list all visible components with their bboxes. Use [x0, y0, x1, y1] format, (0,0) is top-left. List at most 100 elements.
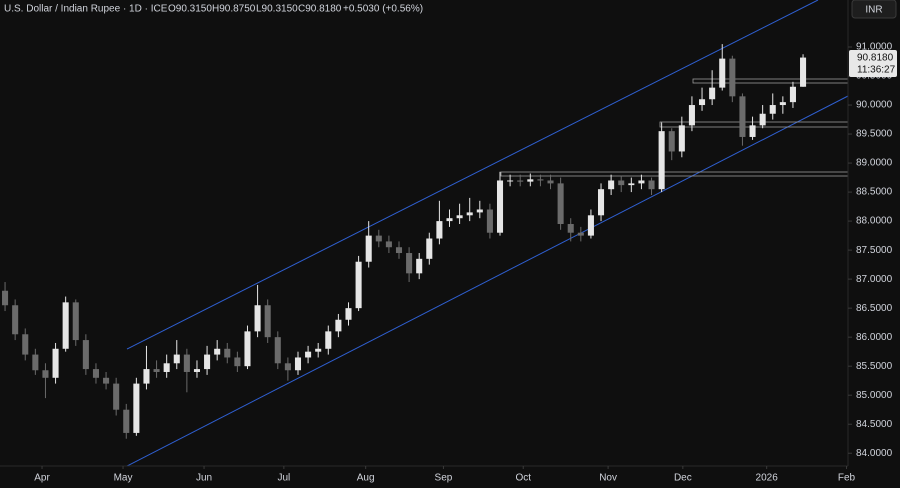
ohlc-high: H90.8750 — [212, 4, 256, 15]
candle-body — [699, 99, 706, 106]
candle-body — [678, 125, 685, 152]
y-tick-label: 87.5000 — [856, 245, 893, 256]
x-tick-label: 2026 — [756, 473, 779, 484]
price-tag — [849, 50, 897, 77]
countdown: 11:36:27 — [857, 65, 896, 76]
candle-body — [264, 305, 271, 338]
x-tick-label: Sep — [435, 473, 453, 484]
candle-body — [638, 180, 645, 184]
candle-body — [628, 183, 635, 186]
candle-body — [557, 183, 564, 225]
y-tick-label: 88.0000 — [856, 216, 893, 227]
candle-body — [294, 357, 302, 371]
channel-upper — [126, 0, 819, 350]
candle-body — [204, 354, 211, 370]
candle-body — [82, 340, 89, 370]
candle-body — [608, 180, 615, 190]
candle-body — [345, 308, 352, 320]
y-tick-label: 87.0000 — [856, 274, 893, 285]
y-tick-label: 84.5000 — [856, 419, 893, 430]
candle-body — [315, 348, 322, 352]
y-tick-label: 91.0000 — [856, 42, 893, 53]
candle-body — [668, 131, 675, 152]
candle-body — [688, 105, 695, 126]
candle-body — [739, 96, 746, 137]
x-tick-label: Dec — [674, 473, 692, 484]
ohlc-change: +0.5030 (+0.56%) — [343, 4, 423, 15]
candle-body — [800, 57, 807, 87]
candle-body — [759, 113, 766, 126]
candle-body — [52, 348, 59, 378]
candle-body — [385, 241, 392, 248]
x-tick-label: Apr — [34, 473, 50, 484]
candle-body — [2, 290, 9, 306]
candle-body — [163, 363, 170, 372]
candle-body — [193, 369, 201, 372]
candle-body — [769, 105, 776, 114]
currency-button[interactable] — [851, 0, 897, 19]
candle-body — [507, 180, 514, 182]
y-tick-label: 85.0000 — [856, 390, 893, 401]
candle-body — [547, 180, 554, 184]
y-tick-label: 84.0000 — [856, 448, 893, 459]
ohlc-open: O90.3150 — [168, 4, 212, 15]
y-tick-label: 89.5000 — [856, 129, 893, 140]
candle-body — [214, 348, 221, 355]
candle-body — [416, 258, 423, 274]
candle-body — [527, 179, 534, 182]
last-price: 90.8180 — [857, 53, 894, 64]
candle-body — [72, 302, 79, 341]
y-tick-label: 90.0000 — [856, 100, 893, 111]
candle-body — [648, 180, 655, 190]
candle-body — [365, 235, 372, 262]
symbol-title: U.S. Dollar / Indian Rupee · 1D · ICE — [4, 4, 168, 15]
candle-body — [567, 224, 574, 233]
candle-body — [113, 383, 120, 410]
y-tick-label: 85.5000 — [856, 361, 893, 372]
candle-body — [587, 215, 594, 236]
candle-body — [335, 319, 342, 332]
candle-body — [183, 354, 190, 372]
x-tick-label: Jun — [196, 473, 212, 484]
candle-body — [486, 209, 493, 233]
candle-body — [476, 209, 483, 213]
candle-body — [274, 337, 281, 364]
candle-body — [42, 370, 49, 378]
ohlc-low: L90.3150 — [256, 4, 298, 15]
candle-body — [244, 331, 251, 367]
candle-body — [305, 351, 312, 358]
candle-body — [395, 247, 403, 254]
candle-body — [355, 261, 362, 309]
candle-body — [446, 218, 453, 222]
candle-body — [103, 377, 110, 384]
candle-body — [153, 369, 160, 372]
candle-body — [779, 102, 786, 106]
candle-body — [143, 369, 150, 384]
candle-body — [537, 179, 544, 181]
candle-body — [234, 357, 241, 367]
ohlc-close: C90.8180 — [298, 4, 342, 15]
candle-body — [173, 354, 180, 364]
candle-body — [123, 409, 130, 433]
x-tick-label: Oct — [515, 473, 531, 484]
candle-body — [729, 58, 736, 97]
y-tick-label: 86.0000 — [856, 332, 893, 343]
candle-body — [466, 212, 473, 216]
candle-body — [749, 125, 756, 137]
candle-body — [517, 180, 524, 182]
x-tick-label: Aug — [357, 473, 375, 484]
x-tick-label: Feb — [838, 473, 856, 484]
currency[interactable]: INR — [865, 5, 882, 16]
candle-body — [22, 334, 29, 355]
candle-body — [436, 221, 443, 239]
plot — [2, 0, 849, 467]
y-tick-label: 86.5000 — [856, 303, 893, 314]
x-tick-label: Nov — [599, 473, 617, 484]
candle-body — [719, 58, 726, 88]
candle-body — [254, 305, 261, 332]
candle-body — [789, 86, 796, 103]
y-tick-label: 88.5000 — [856, 187, 893, 198]
candle-body — [406, 253, 413, 274]
